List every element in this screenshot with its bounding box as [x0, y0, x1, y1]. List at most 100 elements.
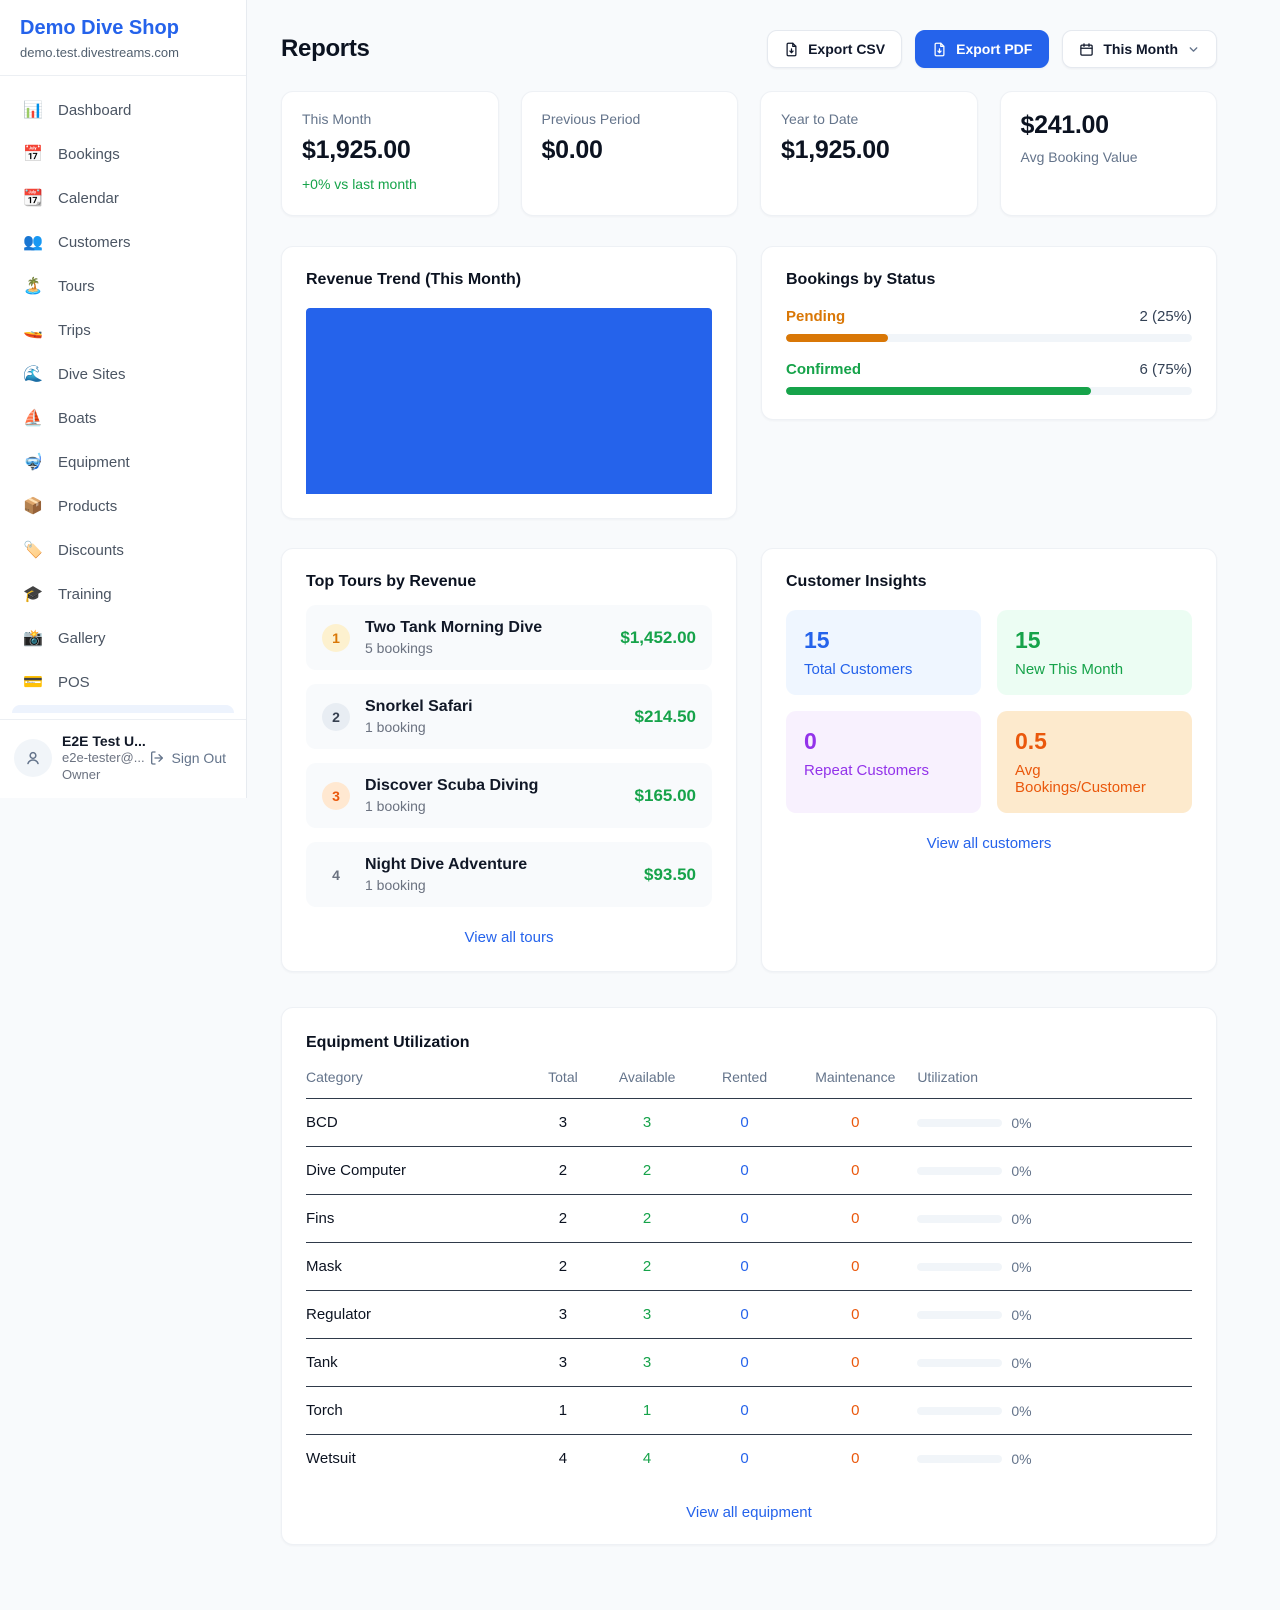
table-header-row: Category Total Available Rented Maintena… — [306, 1069, 1192, 1099]
insight-tile-avg-bookings: 0.5 Avg Bookings/Customer — [997, 711, 1192, 813]
sidebar-item-discounts[interactable]: 🏷️ Discounts — [12, 529, 234, 571]
view-all-tours-link[interactable]: View all tours — [306, 928, 712, 947]
tour-bookings: 1 booking — [365, 877, 426, 893]
utilization-track — [917, 1454, 1003, 1463]
sidebar-item-tours[interactable]: 🏝️ Tours — [12, 265, 234, 307]
cell-available: 2 — [598, 1242, 696, 1291]
sidebar-item-label: Discounts — [58, 541, 124, 559]
column-header: Category — [306, 1069, 528, 1099]
card-title: Bookings by Status — [786, 271, 936, 288]
sidebar-item-training[interactable]: 🎓 Training — [12, 573, 234, 615]
file-download-icon — [786, 42, 797, 56]
calendar-icon — [1080, 42, 1094, 56]
camera-icon: 📸 — [23, 630, 43, 647]
insight-tile-new-this-month: 15 New This Month — [997, 610, 1192, 695]
revenue-trend-card: Revenue Trend (This Month) — [281, 246, 737, 519]
sidebar-header: Demo Dive Shop demo.test.divestreams.com — [0, 0, 246, 76]
table-row: Mask 2 2 0 0 0% — [306, 1242, 1192, 1291]
utilization-track — [917, 1358, 1003, 1367]
stat-value: $1,925.00 — [302, 136, 411, 164]
dashboard-icon: 📊 — [23, 102, 43, 119]
cell-available: 1 — [598, 1386, 696, 1435]
sidebar-item-label: POS — [58, 673, 90, 691]
stat-label: Previous Period — [541, 111, 641, 127]
stat-card-year-to-date: Year to Date $1,925.00 — [760, 91, 978, 216]
table-row: Regulator 3 3 0 0 0% — [306, 1290, 1192, 1339]
cell-maintenance: 0 — [793, 1338, 918, 1387]
cell-maintenance: 0 — [793, 1146, 918, 1195]
user-info: E2E Test U... e2e-tester@... Owner — [62, 732, 146, 784]
sidebar-item-dive-sites[interactable]: 🌊 Dive Sites — [12, 353, 234, 395]
cell-category: BCD — [306, 1098, 528, 1147]
tour-list-item: 2 Snorkel Safari 1 booking $214.50 — [306, 684, 712, 749]
speedboat-icon: 🚤 — [23, 322, 43, 339]
utilization-pct: 0% — [1011, 1354, 1032, 1371]
cell-category: Dive Computer — [306, 1146, 528, 1195]
tour-bookings: 1 booking — [365, 798, 426, 814]
sidebar-item-pos[interactable]: 💳 POS — [12, 661, 234, 703]
chevron-down-icon — [1189, 46, 1198, 52]
table-row: Torch 1 1 0 0 0% — [306, 1386, 1192, 1435]
sidebar-item-gallery[interactable]: 📸 Gallery — [12, 617, 234, 659]
utilization-pct: 0% — [1011, 1114, 1032, 1131]
tour-revenue: $1,452.00 — [620, 627, 696, 647]
customers-icon: 👥 — [23, 234, 43, 251]
bookings-calendar-icon: 📅 — [23, 146, 43, 163]
cell-rented: 0 — [695, 1338, 794, 1387]
sidebar-item-selected-partial[interactable] — [12, 705, 234, 713]
cell-utilization: 0% — [917, 1290, 1192, 1339]
wave-icon: 🌊 — [23, 366, 43, 383]
credit-card-icon: 💳 — [23, 674, 43, 691]
view-all-equipment-link[interactable]: View all equipment — [306, 1503, 1192, 1522]
sidebar-item-label: Tours — [58, 277, 95, 295]
cell-utilization: 0% — [917, 1435, 1192, 1483]
cell-rented: 0 — [695, 1146, 794, 1195]
sidebar: Demo Dive Shop demo.test.divestreams.com… — [0, 0, 247, 798]
page-header: Reports Export CSV Export PDF This Month — [281, 30, 1217, 68]
sidebar-item-customers[interactable]: 👥 Customers — [12, 221, 234, 263]
sidebar-item-label: Calendar — [58, 189, 119, 207]
table-row: Dive Computer 2 2 0 0 0% — [306, 1146, 1192, 1195]
status-row-pending: Pending 2 (25%) — [786, 308, 1192, 342]
page-title: Reports — [281, 35, 370, 62]
sidebar-item-dashboard[interactable]: 📊 Dashboard — [12, 89, 234, 131]
sidebar-item-trips[interactable]: 🚤 Trips — [12, 309, 234, 351]
main-content: Reports Export CSV Export PDF This Month — [247, 0, 1280, 1575]
cell-maintenance: 0 — [793, 1098, 918, 1147]
cell-available: 4 — [642, 1450, 652, 1467]
cell-maintenance: 0 — [793, 1194, 918, 1243]
sidebar-item-equipment[interactable]: 🤿 Equipment — [12, 441, 234, 483]
card-title: Revenue Trend (This Month) — [306, 271, 522, 288]
cell-category: Torch — [306, 1386, 528, 1435]
revenue-trend-bar — [306, 308, 712, 494]
cell-category: Fins — [306, 1194, 528, 1243]
sidebar-item-calendar[interactable]: 📆 Calendar — [12, 177, 234, 219]
tour-name: Night Dive Adventure — [365, 856, 528, 873]
sign-out-label: Sign Out — [171, 750, 226, 767]
utilization-pct: 0% — [1011, 1210, 1032, 1227]
cell-rented: 0 — [695, 1290, 794, 1339]
cell-category: Wetsuit — [306, 1450, 356, 1467]
cell-maintenance: 0 — [851, 1450, 860, 1467]
user-section: E2E Test U... e2e-tester@... Owner Sign … — [0, 719, 246, 798]
stat-card-previous-period: Previous Period $0.00 — [520, 91, 738, 216]
sidebar-item-products[interactable]: 📦 Products — [12, 485, 234, 527]
charts-row: Revenue Trend (This Month) Bookings by S… — [281, 246, 1217, 519]
sign-out-button[interactable]: Sign Out — [143, 749, 232, 767]
cell-category: Tank — [306, 1338, 528, 1387]
tour-revenue: $165.00 — [634, 785, 696, 805]
cell-available: 2 — [598, 1194, 696, 1243]
cell-total: 2 — [527, 1146, 599, 1195]
view-all-customers-link[interactable]: View all customers — [786, 834, 1192, 853]
period-dropdown[interactable]: This Month — [1062, 30, 1217, 68]
cell-total: 2 — [527, 1194, 599, 1243]
rank-badge: 4 — [332, 866, 340, 883]
sidebar-item-boats[interactable]: ⛵ Boats — [12, 397, 234, 439]
stat-value: $0.00 — [541, 136, 603, 164]
export-pdf-button[interactable]: Export PDF — [915, 30, 1050, 68]
cell-total: 1 — [527, 1386, 599, 1435]
cell-total: 3 — [527, 1290, 599, 1339]
sidebar-item-bookings[interactable]: 📅 Bookings — [12, 133, 234, 175]
export-csv-button[interactable]: Export CSV — [767, 30, 903, 68]
cell-total: 4 — [558, 1450, 568, 1467]
